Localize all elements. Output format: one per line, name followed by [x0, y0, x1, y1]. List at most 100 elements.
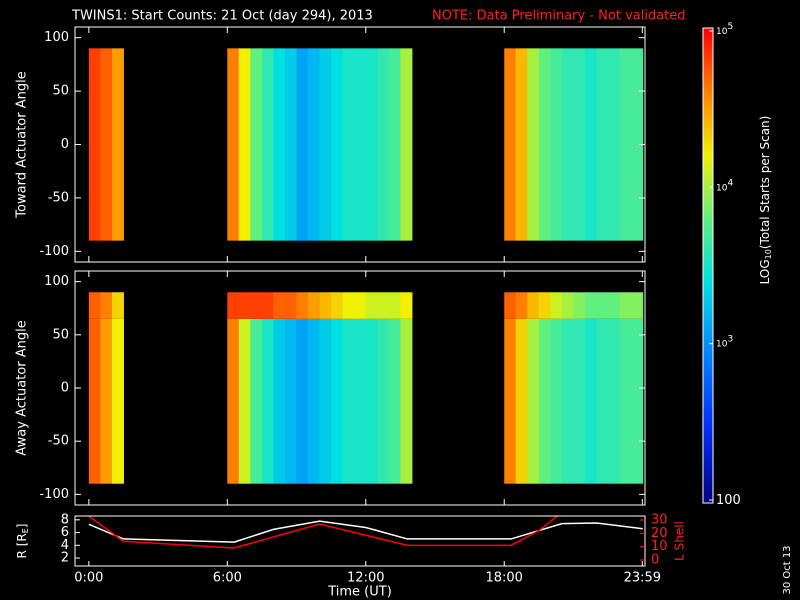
heatmap-cell [608, 292, 621, 319]
heatmap-cell [388, 292, 401, 319]
heatmap-cell [550, 292, 563, 319]
heatmap-cell [515, 318, 528, 484]
heatmap-cell [308, 48, 321, 241]
heatmap-cell [527, 292, 540, 319]
heatmap-cell [585, 48, 598, 241]
heatmap-cell [354, 318, 367, 484]
tick-base: 10 [716, 183, 728, 193]
heatmap-cell [111, 292, 124, 319]
heatmap-cell [273, 318, 286, 484]
orbit-line [88, 516, 558, 549]
heatmap-cell [100, 318, 113, 484]
heatmap-cell [377, 292, 390, 319]
heatmap-cell [88, 318, 101, 484]
heatmap-cell [561, 292, 574, 319]
heatmap-cell [100, 292, 113, 319]
heatmap-cell [342, 48, 355, 241]
plot-frame [74, 515, 646, 567]
heatmap-cell [111, 318, 124, 484]
tick-base: 10 [716, 339, 728, 349]
x-tick-label: 0:00 [74, 571, 103, 586]
heatmap-cell [296, 318, 309, 484]
heatmap-cell [88, 48, 101, 241]
heatmap-cell [400, 318, 413, 484]
heatmap-cell [308, 318, 321, 484]
heatmap-cell [238, 318, 251, 484]
heatmap-cell [331, 292, 344, 319]
heatmap-cell [608, 48, 621, 241]
y-tick-label: 8 [61, 512, 69, 527]
tick-sup: 4 [727, 178, 733, 188]
label-sub: 10 [764, 249, 773, 259]
y2-tick-label: 20 [651, 526, 668, 541]
y2-axis-label: L Shell [673, 521, 687, 561]
heatmap-cell [285, 292, 298, 319]
heatmap-cell [285, 318, 298, 484]
tick-sup: 5 [727, 22, 733, 32]
heatmap-cell [227, 292, 240, 319]
heatmap-cell [354, 48, 367, 241]
heatmap-cell [504, 318, 517, 484]
label-part: (Total Starts per Scan) [758, 116, 772, 250]
heatmap-cell [527, 48, 540, 241]
heatmap-cell [285, 48, 298, 241]
chart-title: TWINS1: Start Counts: 21 Oct (day 294), … [71, 9, 373, 24]
tick-sup: 3 [727, 334, 733, 344]
heatmap-cell [538, 292, 551, 319]
label-part: LOG [758, 259, 772, 284]
colorbar-tick-label: 103 [716, 334, 733, 349]
x-tick-label: 18:00 [485, 571, 522, 586]
heatmap-cell [261, 292, 274, 319]
heatmap-cell [319, 292, 332, 319]
heatmap-cell [596, 48, 609, 241]
heatmap-cell [388, 318, 401, 484]
heatmap-cell [527, 318, 540, 484]
heatmap-cell [111, 48, 124, 241]
colorbar [702, 27, 714, 504]
heatmap-cell [504, 292, 517, 319]
heatmap-cell [631, 292, 644, 319]
heatmap-cell [227, 318, 240, 484]
heatmap-cell [88, 292, 101, 319]
heatmap-cell [365, 292, 378, 319]
heatmap-cell [561, 318, 574, 484]
heatmap-cell [319, 48, 332, 241]
heatmap-cell [342, 292, 355, 319]
heatmap-cell [573, 318, 586, 484]
y-axis-label: Toward Actuator Angle [15, 71, 30, 218]
orbit-line [88, 520, 643, 543]
heatmap-cell [619, 318, 632, 484]
y2-tick-label: 10 [651, 539, 668, 554]
heatmap-cell [250, 48, 263, 241]
heatmap-cell [631, 48, 644, 241]
heatmap-cell [515, 292, 528, 319]
heatmap-cell [377, 318, 390, 484]
y-tick-label: 2 [61, 551, 69, 566]
heatmap-cell [273, 292, 286, 319]
y-axis-label: Away Actuator Angle [15, 320, 30, 455]
heatmap-cell [585, 292, 598, 319]
heatmap-cell [561, 48, 574, 241]
heatmap-cell [515, 48, 528, 241]
y-tick-label: 0 [61, 137, 69, 152]
heatmap-cell [250, 318, 263, 484]
heatmap-cell [331, 48, 344, 241]
heatmap-cell [308, 292, 321, 319]
x-tick-label: 6:00 [213, 571, 242, 586]
heatmap-cell [238, 292, 251, 319]
label-part: ] [15, 524, 29, 529]
heatmap-cell [331, 318, 344, 484]
y-tick-label: 100 [44, 30, 69, 45]
colorbar-tick-label: 105 [716, 22, 733, 37]
y-tick-label: 0 [61, 381, 69, 396]
y-tick-label: 4 [61, 538, 69, 553]
heatmap-cell [354, 292, 367, 319]
y-tick-label: 100 [44, 274, 69, 289]
heatmap-cell [238, 48, 251, 241]
heatmap-cell [619, 48, 632, 241]
heatmap-cell [273, 48, 286, 241]
heatmap-cell [261, 318, 274, 484]
heatmap-cell [596, 292, 609, 319]
x-axis-label: Time (UT) [327, 585, 392, 600]
